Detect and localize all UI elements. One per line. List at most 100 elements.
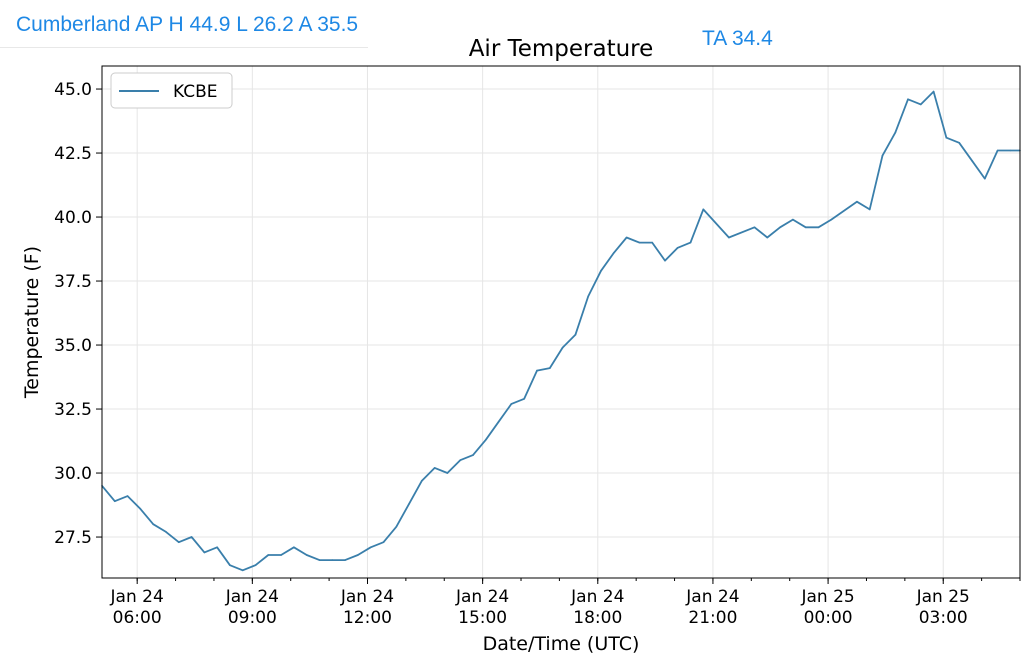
data-point bbox=[191, 536, 193, 538]
data-point bbox=[370, 547, 372, 549]
x-tick-label-date: Jan 25 bbox=[916, 587, 970, 607]
data-point bbox=[831, 219, 833, 221]
x-tick-label-time: 03:00 bbox=[919, 608, 968, 628]
data-point bbox=[536, 370, 538, 372]
data-point bbox=[396, 526, 398, 528]
data-point bbox=[204, 552, 206, 554]
data-point bbox=[920, 104, 922, 106]
data-point bbox=[319, 559, 321, 561]
data-point bbox=[268, 554, 270, 556]
y-tick-label: 30.0 bbox=[54, 464, 92, 484]
y-axis-ticks: 27.5 30.0 32.5 35.0 37.5 40.0 42.5 45.0 bbox=[54, 80, 102, 548]
data-point bbox=[293, 547, 295, 549]
legend: KCBE bbox=[111, 73, 232, 108]
data-point bbox=[242, 570, 244, 572]
data-point bbox=[485, 439, 487, 441]
data-point bbox=[498, 421, 500, 423]
data-point bbox=[958, 142, 960, 144]
x-tick-label-time: 06:00 bbox=[113, 608, 162, 628]
data-point bbox=[677, 247, 679, 249]
grid-lines bbox=[102, 66, 1020, 578]
data-point bbox=[216, 547, 218, 549]
data-point bbox=[651, 242, 653, 244]
x-tick-label-time: 00:00 bbox=[804, 608, 853, 628]
data-point bbox=[165, 531, 167, 533]
y-tick-label: 35.0 bbox=[54, 336, 92, 356]
x-tick-label-date: Jan 24 bbox=[455, 587, 509, 607]
data-point bbox=[332, 559, 334, 561]
data-point bbox=[229, 564, 231, 566]
chart-title: Air Temperature bbox=[469, 36, 654, 62]
data-point bbox=[664, 260, 666, 262]
data-point bbox=[690, 242, 692, 244]
data-point bbox=[882, 155, 884, 157]
data-point bbox=[549, 367, 551, 369]
data-point bbox=[907, 99, 909, 101]
data-point bbox=[511, 403, 513, 405]
data-point bbox=[344, 559, 346, 561]
data-point bbox=[728, 237, 730, 239]
data-point bbox=[434, 467, 436, 469]
data-point bbox=[1010, 150, 1012, 152]
data-point bbox=[792, 219, 794, 221]
data-point bbox=[613, 252, 615, 254]
data-point bbox=[895, 132, 897, 134]
data-point bbox=[587, 296, 589, 298]
x-tick-label-time: 18:00 bbox=[573, 608, 622, 628]
x-tick-label-time: 09:00 bbox=[228, 608, 277, 628]
data-point bbox=[152, 523, 154, 525]
data-point bbox=[779, 227, 781, 229]
y-tick-label: 37.5 bbox=[54, 272, 92, 292]
data-point bbox=[575, 334, 577, 336]
data-point bbox=[383, 541, 385, 543]
data-point bbox=[984, 178, 986, 180]
y-tick-label: 40.0 bbox=[54, 208, 92, 228]
legend-label-kcbe: KCBE bbox=[173, 82, 218, 102]
data-point bbox=[869, 209, 871, 211]
data-point bbox=[127, 495, 129, 497]
data-point bbox=[856, 201, 858, 203]
x-tick-label-date: Jan 25 bbox=[800, 587, 854, 607]
x-tick-label-time: 21:00 bbox=[688, 608, 737, 628]
data-point bbox=[639, 242, 641, 244]
data-point bbox=[421, 480, 423, 482]
plot-frame bbox=[102, 66, 1020, 578]
data-point bbox=[114, 500, 116, 502]
x-tick-label-date: Jan 24 bbox=[225, 587, 279, 607]
data-point bbox=[408, 503, 410, 505]
data-point bbox=[523, 398, 525, 400]
x-tick-label-date: Jan 24 bbox=[340, 587, 394, 607]
y-tick-label: 27.5 bbox=[54, 528, 92, 548]
data-point bbox=[767, 237, 769, 239]
x-tick-label-date: Jan 24 bbox=[685, 587, 739, 607]
data-point bbox=[472, 454, 474, 456]
y-tick-label: 42.5 bbox=[54, 144, 92, 164]
series-line-kcbe bbox=[102, 92, 1020, 571]
data-point bbox=[946, 137, 948, 139]
data-point bbox=[971, 160, 973, 162]
x-tick-label-time: 15:00 bbox=[458, 608, 507, 628]
x-tick-label-date: Jan 24 bbox=[110, 587, 164, 607]
data-point bbox=[997, 150, 999, 152]
x-tick-label-date: Jan 24 bbox=[570, 587, 624, 607]
y-axis-label: Temperature (F) bbox=[21, 246, 43, 399]
data-point bbox=[357, 554, 359, 556]
data-point bbox=[805, 227, 807, 229]
plot-series bbox=[101, 91, 1021, 571]
data-point bbox=[933, 91, 935, 93]
data-point bbox=[818, 227, 820, 229]
data-point bbox=[447, 472, 449, 474]
data-point bbox=[600, 270, 602, 272]
data-point bbox=[562, 347, 564, 349]
data-point bbox=[306, 554, 308, 556]
data-point bbox=[754, 227, 756, 229]
data-point bbox=[140, 508, 142, 510]
data-point bbox=[703, 209, 705, 211]
y-tick-label: 45.0 bbox=[54, 80, 92, 100]
y-tick-label: 32.5 bbox=[54, 400, 92, 420]
data-point bbox=[178, 541, 180, 543]
data-point bbox=[626, 237, 628, 239]
data-point bbox=[255, 564, 257, 566]
